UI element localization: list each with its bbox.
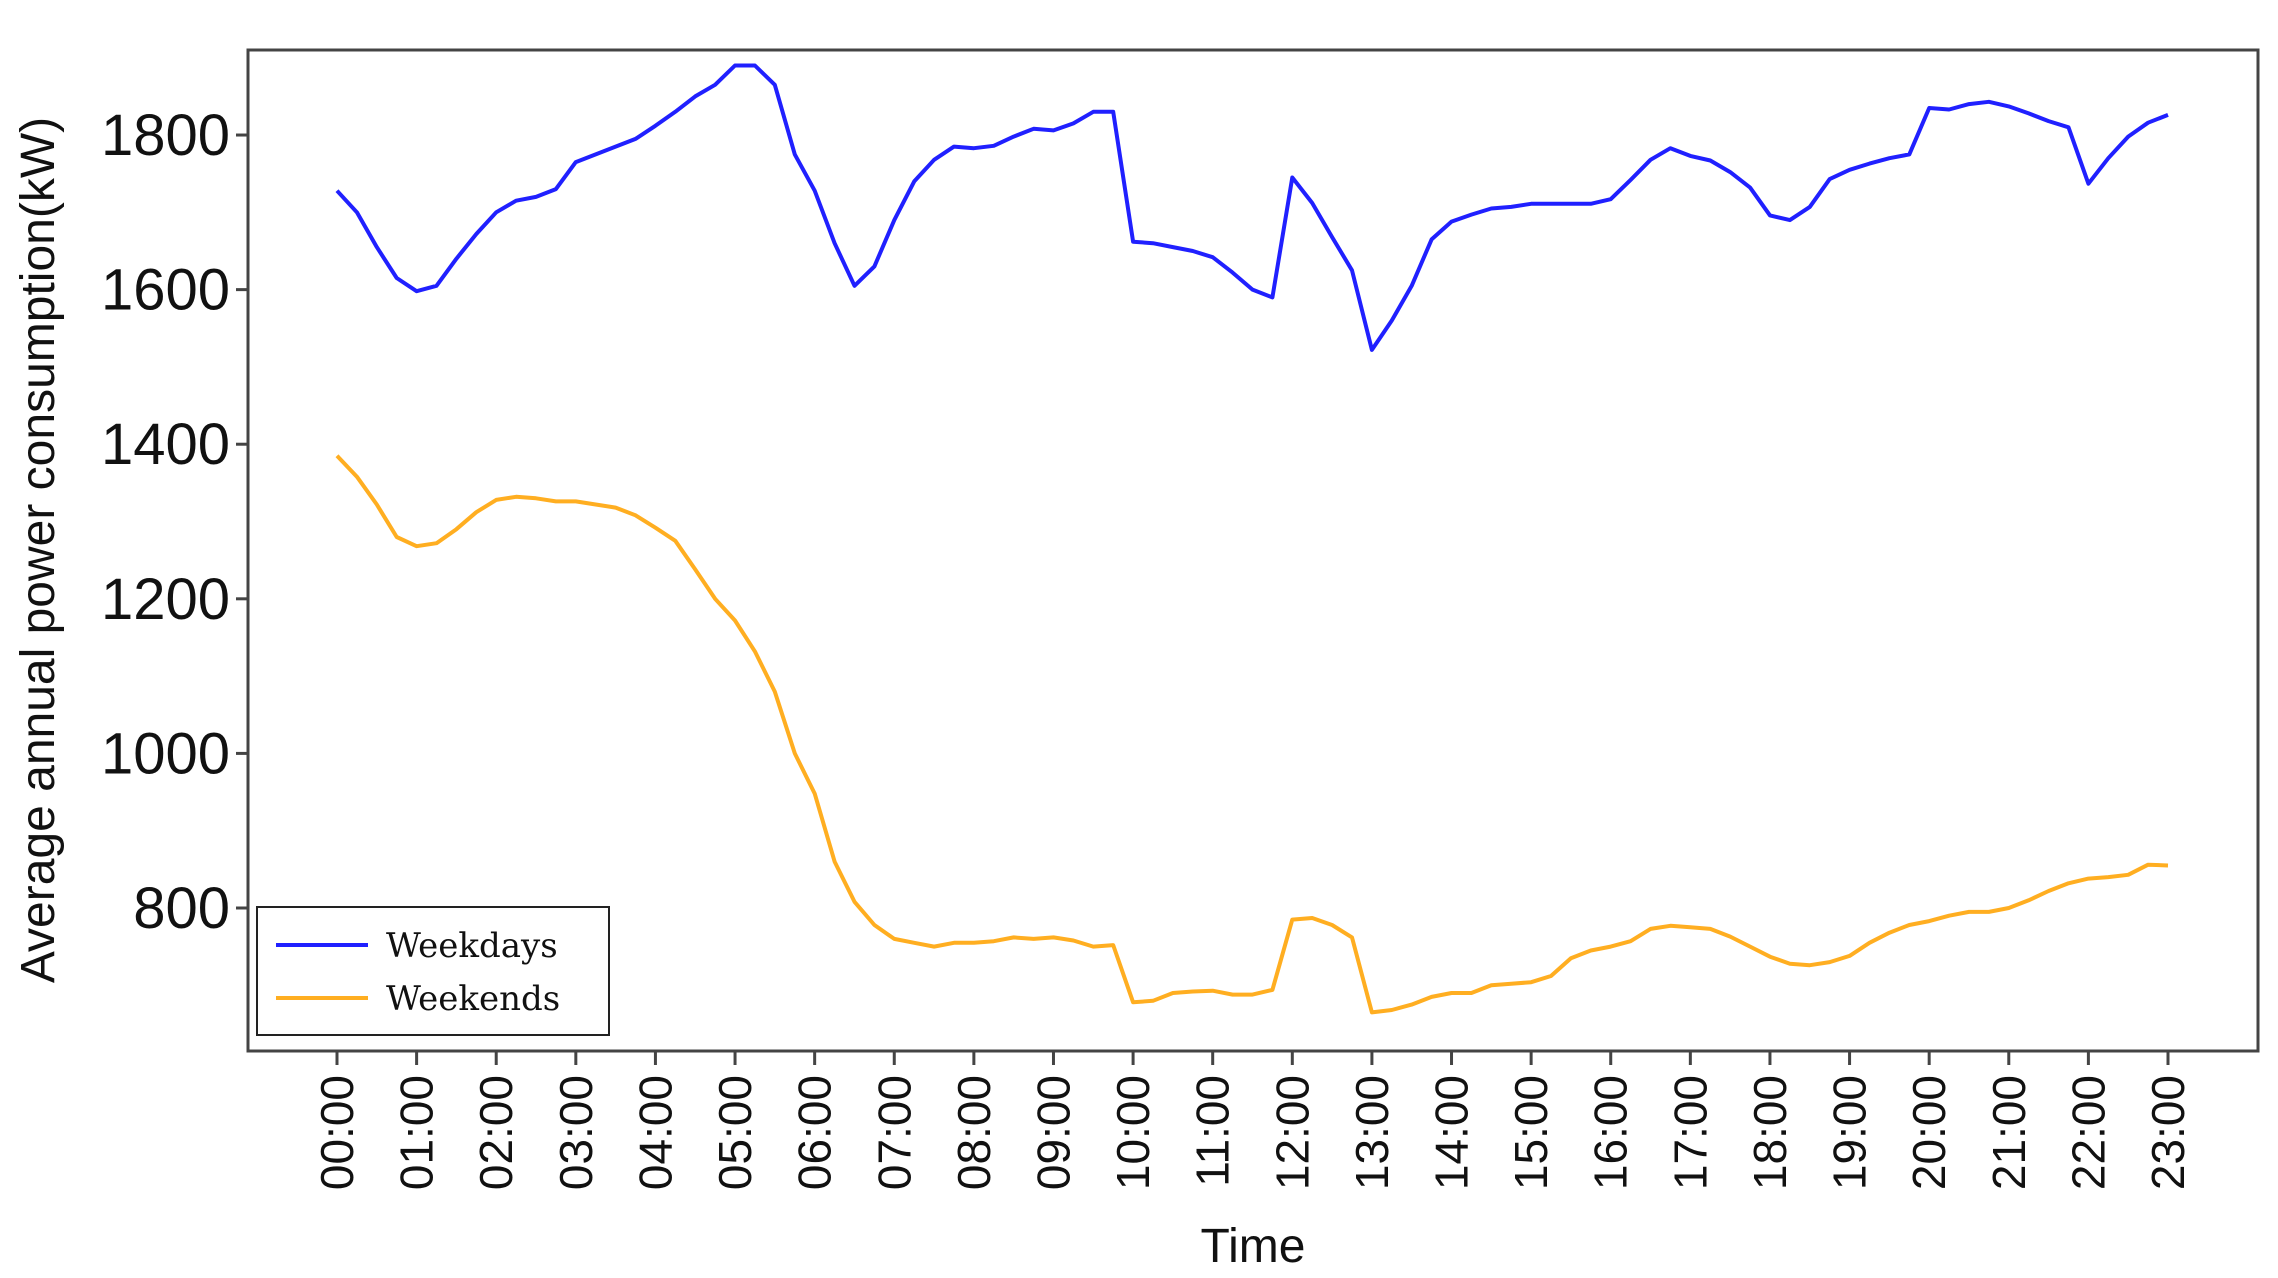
x-tick-label: 14:00 — [1426, 1075, 1478, 1190]
legend: Weekdays Weekends — [256, 906, 610, 1036]
x-tick-label: 10:00 — [1107, 1075, 1159, 1190]
x-tick-label: 13:00 — [1346, 1075, 1398, 1190]
x-tick-label: 04:00 — [629, 1075, 681, 1190]
x-tick-label: 20:00 — [1903, 1075, 1955, 1190]
y-tick-label: 1800 — [101, 103, 230, 168]
x-tick-label: 08:00 — [948, 1075, 1000, 1190]
x-tick-label: 05:00 — [709, 1075, 761, 1190]
y-axis-title: Average annual power consumption(kW) — [12, 117, 65, 983]
x-tick-label: 19:00 — [1824, 1075, 1876, 1190]
series-layer — [335, 63, 2169, 1015]
legend-box — [256, 906, 610, 1036]
x-tick-label: 12:00 — [1266, 1075, 1318, 1190]
x-tick-label: 00:00 — [311, 1075, 363, 1190]
x-tick-label: 01:00 — [391, 1075, 443, 1190]
x-tick-label: 22:00 — [2062, 1075, 2114, 1190]
x-tick-label: 06:00 — [789, 1075, 841, 1190]
y-tick-label: 1000 — [101, 721, 230, 786]
x-tick-label: 03:00 — [550, 1075, 602, 1190]
x-tick-label: 11:00 — [1187, 1075, 1239, 1187]
x-tick-label: 16:00 — [1585, 1075, 1637, 1190]
x-axis-ticks: 00:00 01:00 02:00 03:00 04:00 05:00 06:00 07:00… — [311, 1051, 2194, 1190]
series-line-weekdays — [335, 63, 2169, 352]
legend-label-weekdays: Weekdays — [386, 926, 558, 966]
y-tick-label: 800 — [133, 876, 230, 941]
legend-label-weekends: Weekends — [386, 979, 560, 1019]
x-tick-label: 23:00 — [2142, 1075, 2194, 1190]
x-tick-label: 09:00 — [1027, 1075, 1079, 1190]
y-tick-label: 1600 — [101, 258, 230, 323]
x-tick-label: 18:00 — [1744, 1075, 1796, 1190]
x-tick-label: 21:00 — [1983, 1075, 2035, 1190]
series-line-weekends — [335, 454, 2169, 1015]
y-axis-ticks: 800 1000 1200 1400 1600 1800 — [101, 103, 248, 941]
x-tick-label: 07:00 — [868, 1075, 920, 1190]
plot-frame — [246, 48, 2260, 1053]
x-tick-label: 17:00 — [1664, 1075, 1716, 1190]
x-axis-title: Time — [1201, 1220, 1306, 1273]
y-tick-label: 1400 — [101, 412, 230, 477]
x-tick-label: 02:00 — [470, 1075, 522, 1190]
y-tick-label: 1200 — [101, 567, 230, 632]
x-tick-label: 15:00 — [1505, 1075, 1557, 1190]
